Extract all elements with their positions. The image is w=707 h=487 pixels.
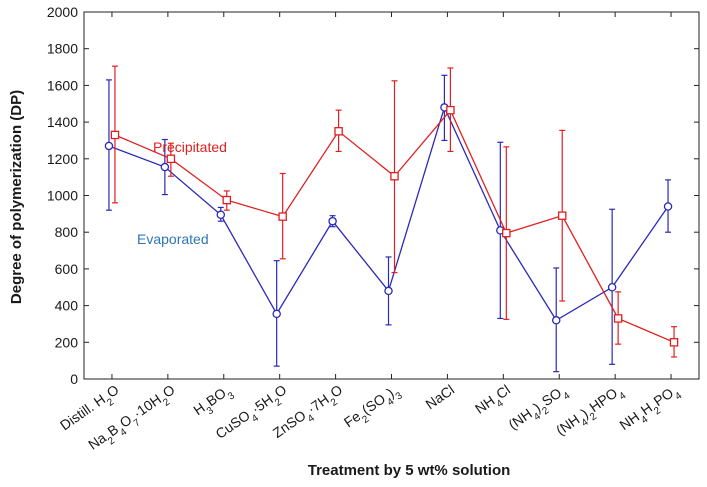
x-tick-label-subscript: 4 <box>250 412 261 424</box>
x-tick-label-subscript: 7 <box>132 417 143 429</box>
data-point-evaporated <box>160 162 170 172</box>
data-point-evaporated <box>104 141 114 151</box>
x-tick-label-subscript: 3 <box>394 390 405 402</box>
x-tick-label: NaCl <box>422 381 457 412</box>
x-tick-label-text: HPO <box>586 384 620 415</box>
series-label-precipitated: Precipitated <box>153 139 227 155</box>
data-point-evaporated <box>384 286 393 296</box>
data-point-evaporated <box>216 210 226 220</box>
x-tick-label-subscript: 2 <box>540 404 551 416</box>
x-tick-label-text: NH <box>472 392 498 417</box>
data-point-precipitated <box>502 228 511 238</box>
series-precipitated <box>110 65 679 358</box>
y-tick-label: 2000 <box>47 4 78 20</box>
x-tick-label-subscript: 2 <box>161 396 172 408</box>
x-axis-title: Treatment by 5 wt% solution <box>308 462 511 479</box>
series-evaporated <box>104 74 673 373</box>
x-tick-label-subscript: 4 <box>494 397 505 409</box>
y-tick-label: 600 <box>55 261 79 277</box>
x-tick-label-subscript: 4 <box>617 390 628 402</box>
y-tick-label: 1000 <box>47 188 78 204</box>
x-tick-label-subscript: 4 <box>561 390 572 402</box>
data-point-evaporated <box>551 316 561 325</box>
data-point-evaporated <box>607 282 617 292</box>
data-point-precipitated <box>613 314 623 323</box>
x-tick-label-text: CuSO <box>212 407 252 442</box>
x-tick-label: Fe2(SO4)3 <box>341 381 405 435</box>
x-tick-label-text: (NH <box>553 411 583 438</box>
data-point-precipitated <box>557 211 567 220</box>
data-point-precipitated <box>222 195 232 205</box>
y-tick-label: 1400 <box>47 114 78 130</box>
x-tick-label-text: ZnSO <box>270 407 309 441</box>
x-tick-label-subscript: 4 <box>385 396 396 408</box>
data-point-evaporated <box>328 216 337 226</box>
y-tick-label: 0 <box>70 371 78 387</box>
x-tick-label-text: Distill. H <box>57 391 108 434</box>
data-point-precipitated <box>446 105 455 115</box>
x-tick-label: NH4H2PO4 <box>616 381 684 437</box>
x-tick-label-subscript: 2 <box>273 396 284 408</box>
y-tick-label: 1600 <box>47 77 78 93</box>
data-point-evaporated <box>663 202 673 211</box>
x-tick-label-text: (NH <box>505 405 535 432</box>
x-tick-label-subscript: 4 <box>118 426 129 438</box>
x-tick-label-subscript: 3 <box>205 404 216 416</box>
data-point-precipitated <box>334 127 343 136</box>
y-tick-label: 800 <box>55 224 79 240</box>
data-point-precipitated <box>166 154 176 164</box>
x-tick-label-subscript: 2 <box>329 396 340 408</box>
x-tick-label-text: NaCl <box>422 381 457 412</box>
x-tick-label-subscript: 2 <box>360 413 371 425</box>
data-point-evaporated <box>272 309 281 319</box>
x-tick-label-subscript: 2 <box>105 396 116 408</box>
y-axis-title: Degree of polymerization (DP) <box>8 90 25 304</box>
series-label-evaporated: Evaporated <box>137 231 209 247</box>
data-point-precipitated <box>669 338 679 347</box>
x-tick-label-subscript: 2 <box>588 410 599 422</box>
data-point-precipitated <box>110 130 120 140</box>
x-tick-label-text: ·10H <box>130 391 164 422</box>
y-tick-label: 200 <box>55 334 79 350</box>
x-tick-label-text: Na <box>85 429 109 452</box>
x-tick-label-subscript: 4 <box>306 412 317 424</box>
x-tick-label-subscript: 3 <box>226 390 237 402</box>
y-tick-label: 1800 <box>47 41 78 57</box>
y-tick-label: 400 <box>55 298 79 314</box>
y-tick-label: 1200 <box>47 151 78 167</box>
x-tick-label-subscript: 2 <box>106 435 117 447</box>
x-tick-label-subscript: 4 <box>532 410 543 422</box>
x-tick-label-subscript: 4 <box>579 416 590 428</box>
x-tick-label-text: NH <box>616 408 642 433</box>
x-tick-label-subscript: 2 <box>652 404 663 416</box>
data-point-precipitated <box>278 212 287 221</box>
data-point-precipitated <box>390 171 399 181</box>
plot-frame <box>83 11 700 380</box>
x-tick-label-subscript: 4 <box>639 413 650 425</box>
x-tick-label-subscript: 4 <box>673 390 684 402</box>
x-tick-label-text: Fe <box>341 408 364 431</box>
